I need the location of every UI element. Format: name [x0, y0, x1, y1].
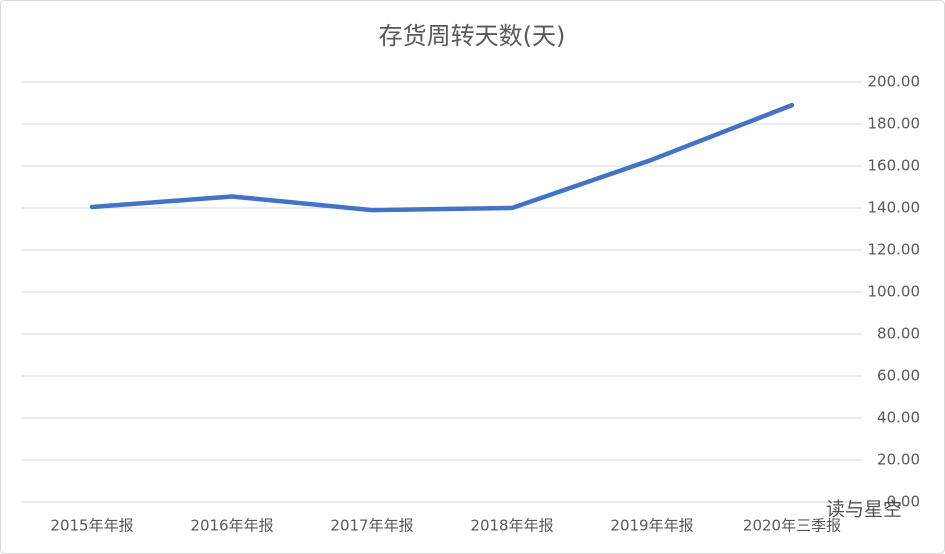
y-tick-label: 0.00	[887, 493, 920, 511]
y-tick-label: 160.00	[868, 157, 921, 175]
x-tick-label: 2019年年报	[610, 517, 693, 535]
chart-title: 存货周转天数(天)	[379, 22, 566, 50]
y-tick-label: 20.00	[877, 451, 920, 469]
y-tick-label: 60.00	[877, 367, 920, 385]
y-tick-label: 180.00	[868, 115, 921, 133]
y-tick-label: 100.00	[868, 283, 921, 301]
y-tick-label: 140.00	[868, 199, 921, 217]
x-tick-label: 2018年年报	[470, 517, 553, 535]
y-tick-label: 80.00	[877, 325, 920, 343]
watermark: 读与星空	[826, 499, 902, 521]
y-tick-label: 200.00	[868, 73, 921, 91]
y-tick-label: 120.00	[868, 241, 921, 259]
x-tick-label: 2015年年报	[50, 517, 133, 535]
x-tick-label: 2017年年报	[330, 517, 413, 535]
data-line	[89, 102, 795, 213]
x-tick-label: 2020年三季报	[743, 517, 841, 535]
x-tick-label: 2016年年报	[190, 517, 273, 535]
y-tick-label: 40.00	[877, 409, 920, 427]
